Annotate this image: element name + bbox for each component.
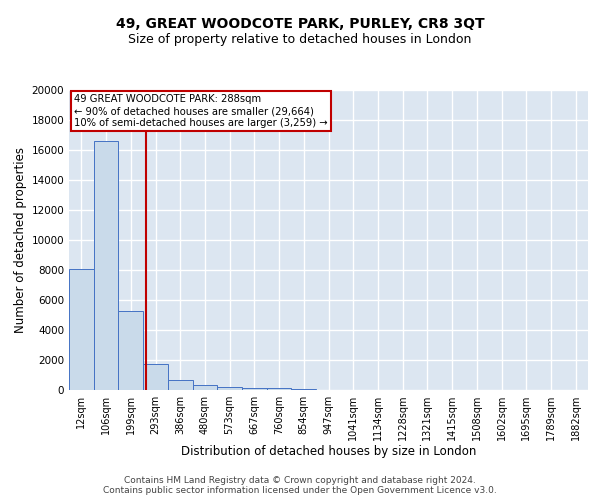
Bar <box>217 387 242 390</box>
Text: Contains HM Land Registry data © Crown copyright and database right 2024.
Contai: Contains HM Land Registry data © Crown c… <box>103 476 497 495</box>
Bar <box>193 384 217 390</box>
Bar <box>94 141 118 390</box>
Text: 49, GREAT WOODCOTE PARK, PURLEY, CR8 3QT: 49, GREAT WOODCOTE PARK, PURLEY, CR8 3QT <box>116 18 484 32</box>
Bar <box>242 388 267 390</box>
Bar <box>292 388 316 390</box>
Y-axis label: Number of detached properties: Number of detached properties <box>14 147 27 333</box>
Bar <box>267 388 292 390</box>
Bar <box>118 310 143 390</box>
Bar <box>143 364 168 390</box>
X-axis label: Distribution of detached houses by size in London: Distribution of detached houses by size … <box>181 444 476 458</box>
Bar <box>69 269 94 390</box>
Text: Size of property relative to detached houses in London: Size of property relative to detached ho… <box>128 32 472 46</box>
Text: 49 GREAT WOODCOTE PARK: 288sqm
← 90% of detached houses are smaller (29,664)
10%: 49 GREAT WOODCOTE PARK: 288sqm ← 90% of … <box>74 94 328 128</box>
Bar <box>168 380 193 390</box>
